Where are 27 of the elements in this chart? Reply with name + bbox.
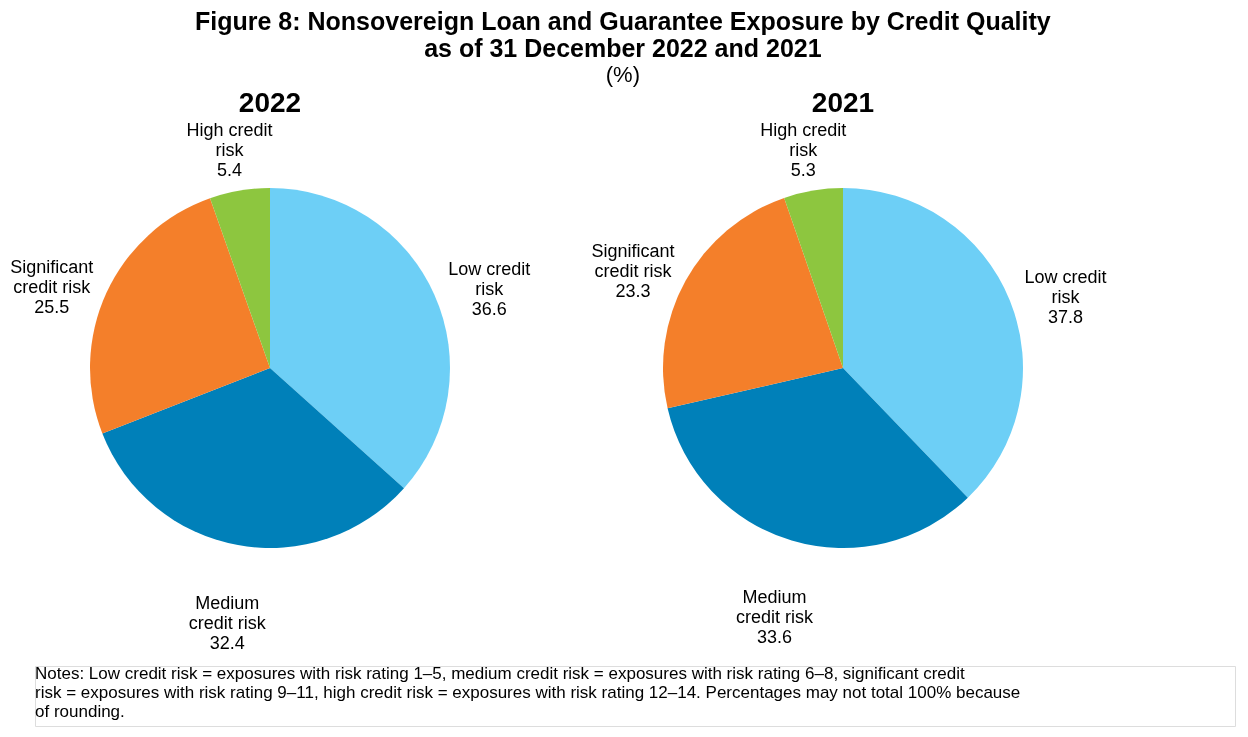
slice-label: Low credit risk	[448, 259, 531, 300]
data-label: 5.3	[790, 160, 816, 181]
pie-slice	[102, 368, 404, 548]
pie-slice	[667, 368, 968, 548]
slice-label: Significant credit risk	[591, 240, 675, 281]
data-label: 32.4	[209, 633, 245, 654]
data-label: 33.6	[757, 627, 793, 648]
slice-label: High credit risk	[760, 120, 847, 161]
slice-label: High credit risk	[186, 120, 273, 161]
data-label: 23.3	[615, 280, 651, 301]
data-label: 36.6	[471, 299, 507, 320]
data-label: 37.8	[1048, 307, 1084, 328]
data-label: 5.4	[216, 160, 242, 181]
pie-slice	[843, 188, 1023, 498]
slice-label: Significant credit risk	[10, 257, 94, 298]
slice-label: Medium credit risk	[188, 593, 267, 634]
chart-title: 2021	[811, 87, 875, 119]
pie-slice	[784, 188, 843, 368]
caption: Figure 8: Nonsovereign Loan and Guarantee Exposure by Credit Quality as of 31 December 2022 and 2021	[195, 7, 1051, 63]
slice-label: Medium credit risk	[736, 587, 815, 628]
slice-label: Low credit risk	[1024, 267, 1107, 308]
text: (%)	[605, 62, 640, 88]
text: Notes: Low credit risk = exposures with risk rating 1–5, medium credit risk = exposures with risk rating 6–8, significant credit risk = exposures with risk rating 9–11, high credit risk = exposures with risk rating 12–14. Percentages may not total 100% because of rounding.	[35, 664, 1021, 721]
pie-slice	[210, 188, 270, 368]
data-label: 25.5	[34, 297, 70, 318]
chart-title: 2022	[238, 87, 302, 119]
pie-slice	[270, 188, 450, 489]
